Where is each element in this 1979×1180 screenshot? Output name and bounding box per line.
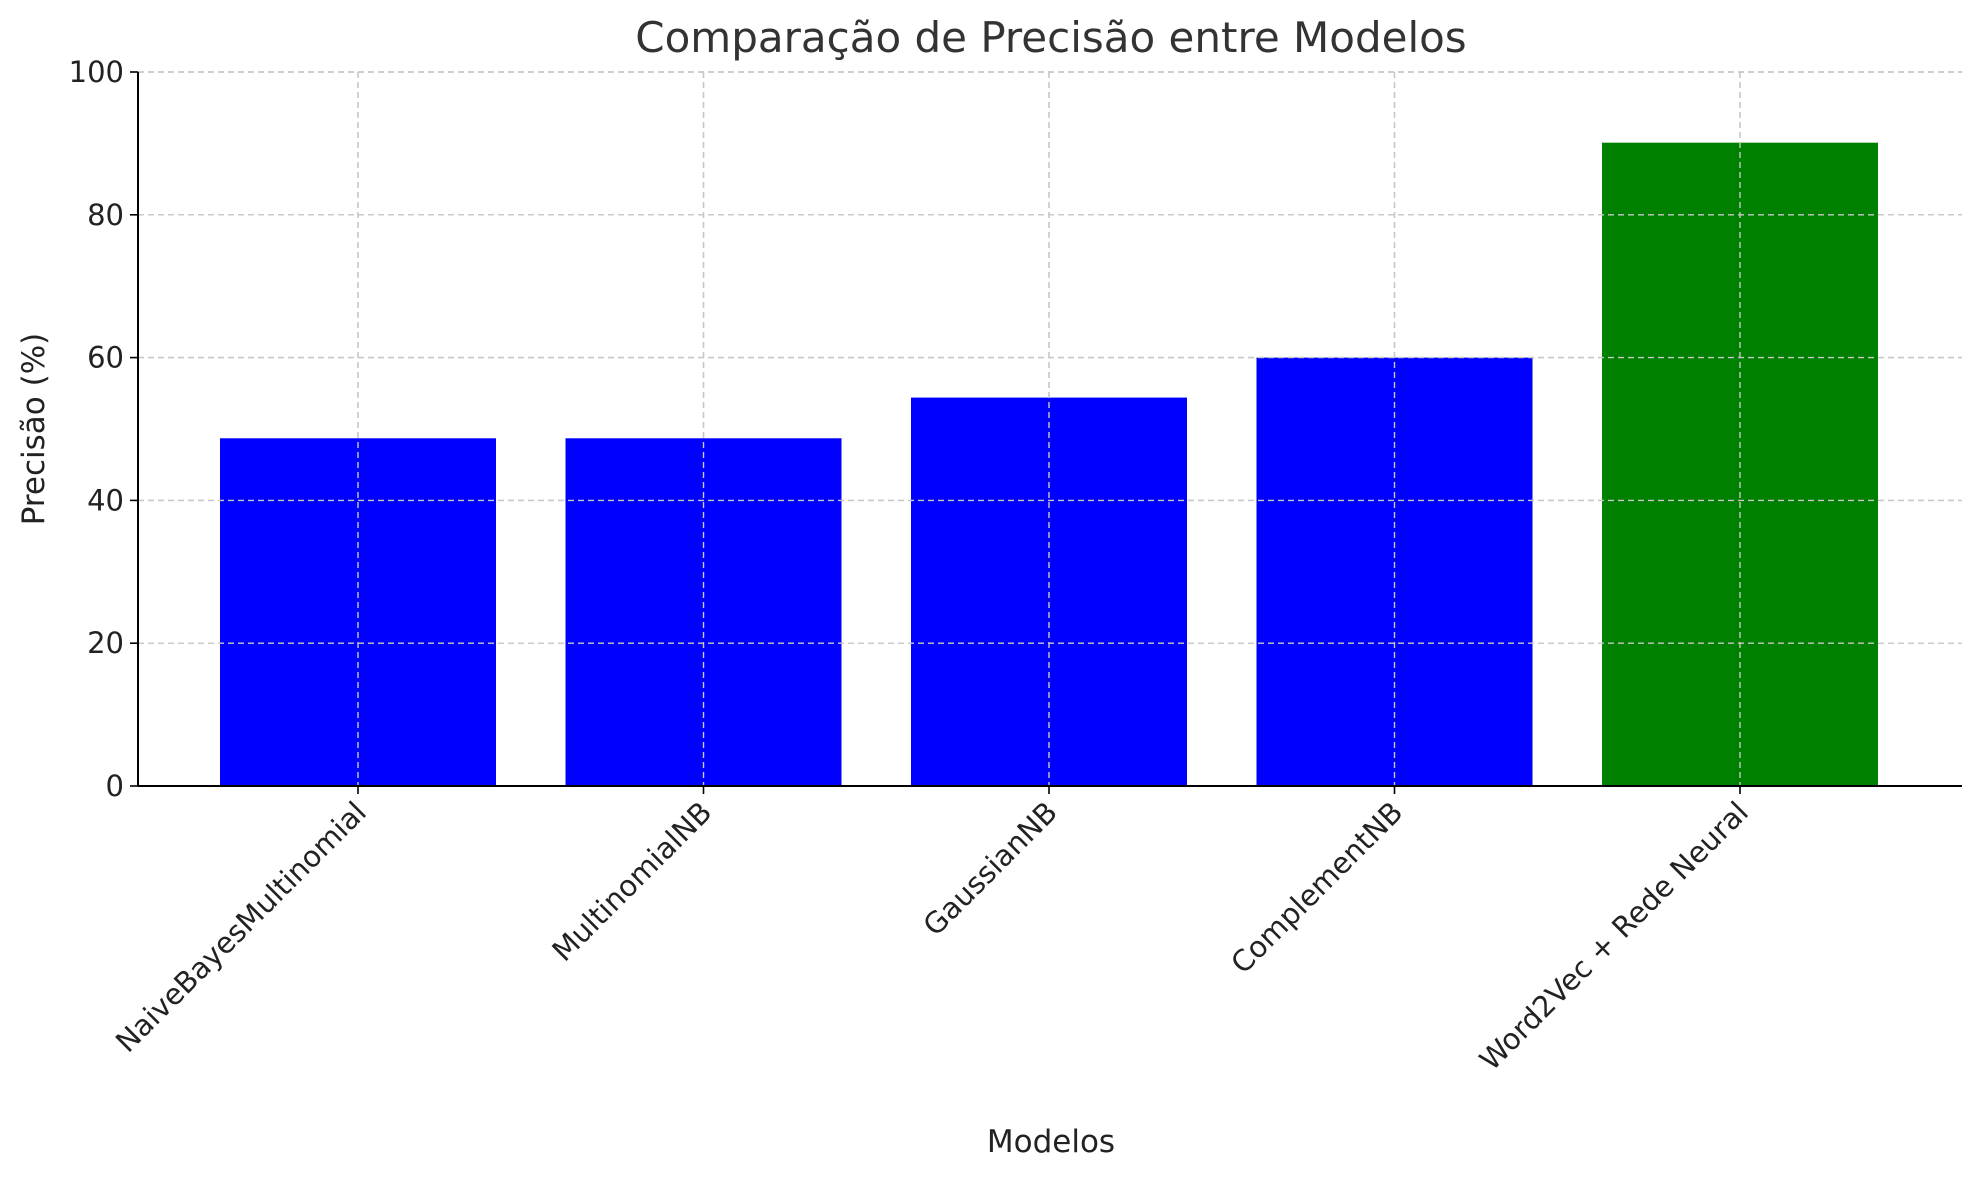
- y-tick-label: 60: [87, 341, 124, 375]
- y-axis-label: Precisão (%): [16, 333, 52, 526]
- y-tick-label: 20: [87, 626, 124, 660]
- grid-overlay: [138, 71, 1962, 786]
- y-tick-label: 40: [87, 483, 124, 517]
- chart-title: Comparação de Precisão entre Modelos: [635, 13, 1466, 62]
- x-tick-label: MultinomialNB: [545, 795, 718, 968]
- x-ticks: NaiveBayesMultinomial MultinomialNB Gaussi…: [109, 786, 1755, 1077]
- bars: [138, 71, 1962, 786]
- bar: [1256, 357, 1533, 786]
- y-tick-label: 80: [87, 198, 124, 232]
- x-tick-label: GaussianNB: [916, 795, 1064, 943]
- y-tick-label: 0: [106, 769, 124, 803]
- x-tick-label: Word2Vec + Rede Neural: [1473, 795, 1755, 1077]
- x-axis-label: Modelos: [987, 1124, 1115, 1160]
- x-tick-label: NaiveBayesMultinomial: [109, 795, 373, 1059]
- y-tick-label: 100: [69, 55, 124, 89]
- x-tick-label: ComplementNB: [1224, 795, 1409, 980]
- y-ticks: 0 20 40 60 80 100: [69, 55, 138, 803]
- axes: [137, 72, 1962, 787]
